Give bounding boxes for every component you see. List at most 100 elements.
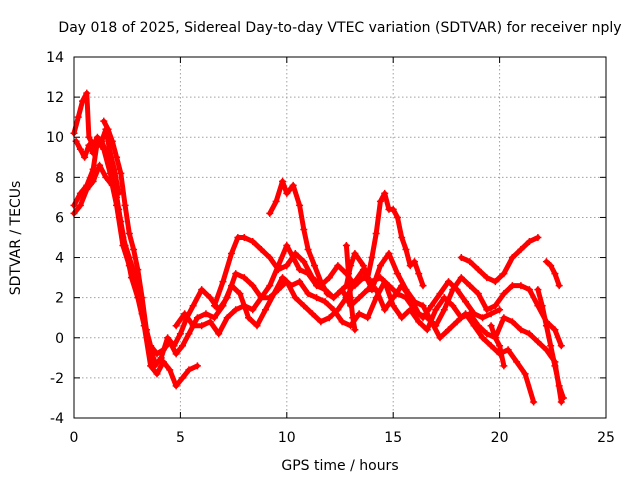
- data-point-marker: [381, 189, 389, 197]
- data-point-marker: [368, 254, 376, 262]
- data-point-marker: [283, 278, 291, 286]
- data-point-marker: [113, 201, 121, 209]
- data-point-marker: [547, 262, 555, 270]
- data-point-marker: [279, 177, 287, 185]
- data-point-marker: [172, 382, 180, 390]
- series-path: [267, 178, 337, 301]
- data-point-marker: [170, 342, 178, 350]
- data-point-marker: [551, 326, 559, 334]
- y-tick-label: -2: [50, 371, 64, 387]
- data-point-marker: [419, 314, 427, 322]
- data-point-marker: [206, 318, 214, 326]
- data-point-marker: [81, 153, 89, 161]
- data-point-marker: [483, 274, 491, 282]
- data-point-marker: [117, 169, 125, 177]
- chart-title: Day 018 of 2025, Sidereal Day-to-day VTE…: [58, 20, 621, 36]
- data-point-marker: [257, 294, 265, 302]
- data-point-marker: [193, 362, 201, 370]
- data-point-marker: [134, 266, 142, 274]
- data-point-marker: [517, 282, 525, 290]
- y-axis-label: SDTVAR / TECUs: [8, 181, 24, 296]
- series-track-14: [534, 286, 567, 402]
- data-point-marker: [249, 282, 257, 290]
- data-point-marker: [296, 201, 304, 209]
- data-point-marker: [351, 326, 359, 334]
- y-tick-label: 0: [55, 331, 64, 347]
- series-track-5: [100, 117, 159, 366]
- data-point-marker: [262, 306, 270, 314]
- data-point-marker: [181, 310, 189, 318]
- data-point-marker: [179, 374, 187, 382]
- data-point-marker: [410, 258, 418, 266]
- data-point-marker: [542, 322, 550, 330]
- series-track-12: [342, 242, 359, 334]
- data-point-marker: [108, 137, 116, 145]
- data-point-marker: [304, 246, 312, 254]
- series-path: [458, 235, 541, 285]
- data-point-marker: [166, 366, 174, 374]
- series-path: [543, 259, 562, 289]
- data-point-marker: [402, 246, 410, 254]
- data-point-marker: [500, 362, 508, 370]
- data-point-marker: [296, 278, 304, 286]
- data-point-marker: [398, 314, 406, 322]
- data-point-marker: [308, 274, 316, 282]
- data-point-marker: [227, 250, 235, 258]
- data-point-marker: [491, 334, 499, 342]
- data-point-marker: [130, 246, 138, 254]
- data-point-marker: [428, 302, 436, 310]
- data-point-marker: [517, 326, 525, 334]
- data-point-marker: [102, 173, 110, 181]
- data-point-marker: [355, 294, 363, 302]
- data-point-marker: [436, 334, 444, 342]
- data-point-marker: [266, 282, 274, 290]
- data-point-marker: [559, 394, 567, 402]
- data-point-marker: [283, 262, 291, 270]
- data-point-marker: [496, 306, 504, 314]
- x-tick-label: 5: [176, 430, 185, 446]
- data-point-marker: [147, 346, 155, 354]
- data-point-marker: [240, 234, 248, 241]
- data-point-marker: [389, 302, 397, 310]
- data-point-marker: [432, 306, 440, 314]
- data-point-marker: [479, 314, 487, 322]
- data-point-marker: [142, 326, 150, 334]
- data-point-marker: [283, 189, 291, 197]
- data-point-marker: [108, 181, 116, 189]
- data-point-marker: [525, 330, 533, 338]
- data-point-marker: [202, 310, 210, 318]
- data-point-marker: [325, 274, 333, 282]
- data-point-marker: [157, 354, 165, 362]
- data-point-marker: [349, 314, 357, 322]
- data-point-marker: [210, 302, 218, 310]
- data-point-marker: [517, 246, 525, 254]
- data-point-marker: [323, 290, 331, 298]
- data-point-marker: [500, 270, 508, 278]
- data-point-marker: [93, 141, 101, 149]
- data-point-marker: [272, 197, 280, 205]
- data-point-marker: [121, 201, 129, 209]
- data-point-marker: [321, 298, 329, 306]
- data-point-marker: [487, 342, 495, 350]
- grid: [74, 57, 606, 418]
- data-point-marker: [317, 278, 325, 286]
- data-point-marker: [393, 270, 401, 278]
- x-tick-label: 15: [384, 430, 402, 446]
- data-point-marker: [96, 161, 104, 169]
- data-point-marker: [487, 322, 495, 330]
- data-point-marker: [85, 133, 93, 141]
- data-point-marker: [266, 254, 274, 262]
- data-point-marker: [257, 246, 265, 254]
- data-point-marker: [381, 306, 389, 314]
- data-point-marker: [487, 310, 495, 318]
- data-point-marker: [538, 302, 546, 310]
- data-point-marker: [76, 145, 84, 153]
- data-point-marker: [274, 286, 282, 294]
- x-axis-ticks: 0 5 10 15 20 25: [70, 57, 615, 446]
- data-point-marker: [557, 342, 565, 350]
- data-point-marker: [249, 238, 257, 246]
- y-axis-ticks: -4 -2 0 2 4 6 8 10 12 14: [46, 50, 606, 427]
- data-point-marker: [215, 306, 223, 314]
- data-point-marker: [496, 342, 504, 350]
